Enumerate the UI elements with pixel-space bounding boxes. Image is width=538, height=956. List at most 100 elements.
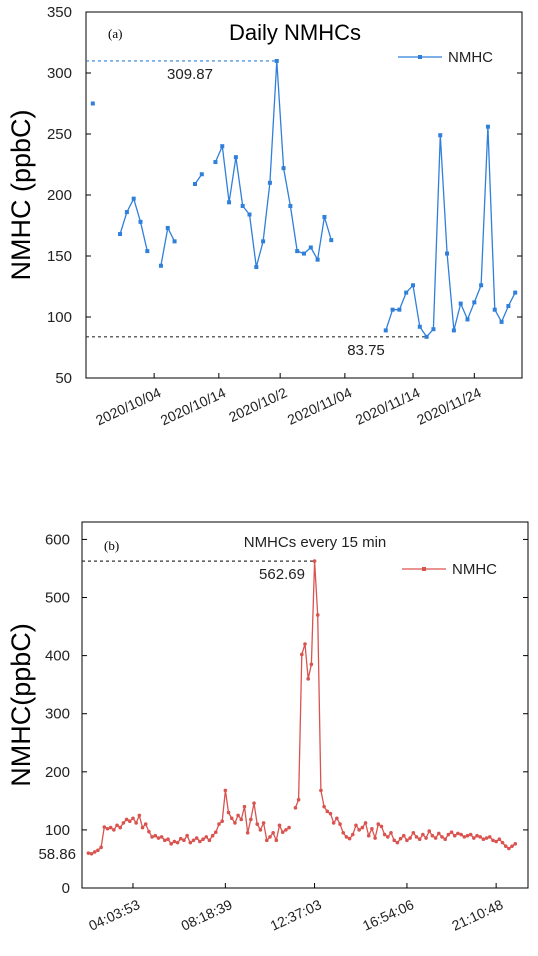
data-point [124, 817, 129, 822]
y-tick-label: 350 [47, 4, 72, 21]
panel-a-series [90, 58, 518, 339]
data-point [268, 835, 272, 839]
data-point [102, 825, 107, 829]
data-point [465, 317, 470, 322]
data-point [322, 214, 327, 219]
x-tick-label: 04:03:53 [86, 896, 142, 934]
data-point [308, 245, 313, 250]
data-point [201, 837, 205, 841]
data-point [440, 835, 444, 839]
data-point [90, 101, 95, 106]
panel-b-legend-swatch-marker [422, 567, 426, 571]
data-point [479, 283, 484, 288]
data-point [191, 838, 196, 843]
data-point [405, 838, 409, 843]
data-point [468, 832, 473, 837]
data-point [264, 838, 269, 843]
data-point [319, 788, 323, 793]
data-point [331, 821, 336, 825]
data-point [89, 852, 94, 856]
data-point [118, 825, 123, 830]
data-point [118, 232, 123, 237]
data-point [131, 196, 136, 201]
data-point [140, 825, 145, 830]
panel-b-series [86, 559, 518, 856]
data-point [335, 816, 339, 821]
data-point [421, 832, 425, 837]
series-line [119, 198, 148, 252]
data-point [401, 833, 406, 838]
panel-b-x-ticks: 04:03:53 08:18:39 12:37:03 16:54:06 21:10:48 [86, 883, 506, 934]
data-point [363, 821, 368, 825]
data-point [172, 239, 177, 244]
data-point [267, 180, 272, 185]
data-point [315, 613, 320, 617]
data-point [163, 838, 167, 843]
data-point [300, 652, 304, 657]
panel-a-y-axis-label: NMHC (ppbC) [6, 109, 36, 280]
data-point [417, 837, 422, 841]
panel-b-annotations: 562.69 58.86 [38, 560, 315, 863]
data-point [261, 821, 266, 825]
data-point [258, 828, 263, 832]
data-point [360, 825, 365, 830]
data-point [131, 816, 135, 821]
data-point [86, 851, 91, 855]
data-point [329, 238, 334, 243]
y-tick-label: 150 [47, 248, 72, 265]
x-tick-label: 08:18:39 [178, 896, 234, 934]
data-point [112, 828, 116, 832]
data-point [398, 836, 403, 841]
data-point [193, 182, 197, 187]
data-point [500, 840, 505, 845]
data-point [236, 813, 240, 818]
data-point [446, 832, 451, 837]
data-point [452, 833, 457, 838]
y-tick-label: 200 [45, 764, 70, 781]
data-point [288, 203, 293, 208]
data-point [233, 821, 237, 825]
plot-frame-b [81, 521, 529, 889]
data-point [121, 821, 126, 825]
data-point [492, 307, 497, 312]
data-point [169, 842, 173, 846]
data-point [247, 212, 252, 217]
data-point [397, 307, 402, 312]
panel-b-legend-label: NMHC [452, 561, 497, 578]
data-point [207, 838, 212, 843]
data-point [274, 58, 279, 63]
data-point [485, 124, 490, 129]
data-point [303, 642, 307, 646]
data-point [220, 144, 225, 149]
data-point [159, 835, 164, 839]
data-point [188, 840, 193, 845]
panel-b-label: (b) [104, 538, 119, 553]
data-point [158, 263, 163, 268]
data-point [456, 831, 460, 836]
data-point [96, 848, 100, 853]
panel-a-label: (a) [108, 26, 122, 41]
data-point [338, 822, 342, 826]
x-tick-label: 2020/11/24 [414, 384, 484, 428]
data-point [204, 835, 209, 839]
data-point [105, 826, 110, 831]
data-point [437, 831, 441, 836]
data-point [513, 290, 518, 295]
data-point [175, 840, 180, 845]
data-point [194, 836, 199, 840]
data-point [475, 833, 479, 838]
data-point [370, 826, 374, 831]
data-point [499, 319, 504, 324]
data-point [165, 225, 170, 230]
data-point [277, 823, 282, 828]
data-point [462, 835, 467, 839]
data-point [379, 824, 384, 829]
data-point [210, 833, 215, 838]
data-point [465, 833, 470, 838]
data-point [166, 837, 170, 841]
data-point [199, 172, 204, 177]
data-point [484, 836, 489, 840]
data-point [281, 166, 286, 171]
data-point [357, 828, 361, 832]
data-point [108, 825, 113, 830]
